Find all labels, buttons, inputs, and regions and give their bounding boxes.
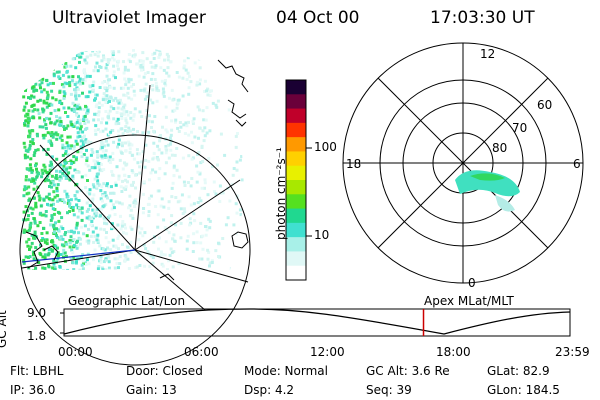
- polar-lat-70: 70: [512, 121, 528, 135]
- timeline-left-label: Geographic Lat/Lon: [68, 294, 186, 308]
- polar-lat-60: 60: [537, 98, 553, 112]
- polar-label-6: 6: [573, 157, 581, 171]
- timeline-y-tick-low: 1.8: [27, 329, 47, 343]
- time-label: 17:03:30 UT: [430, 8, 535, 28]
- geographic-grid: [19, 84, 251, 366]
- polar-lat-80: 80: [492, 141, 508, 155]
- glon-status: GLon: 184.5: [487, 383, 560, 397]
- door-status: Door: Closed: [126, 364, 203, 378]
- ip-status: IP: 36.0: [10, 383, 56, 397]
- polar-label-18: 18: [346, 157, 362, 171]
- coastlines: [25, 59, 249, 281]
- polar-label-0: 0: [468, 276, 476, 290]
- seq-status: Seq: 39: [366, 383, 412, 397]
- timeline-x-tick-1: 06:00: [184, 345, 219, 359]
- mode-status: Mode: Normal: [244, 364, 328, 378]
- timeline-y-tick-high: 9.0: [27, 306, 47, 320]
- timeline-x-tick-0: 00:00: [58, 345, 93, 359]
- instrument-title: Ultraviolet Imager: [52, 8, 206, 28]
- date-label: 04 Oct 00: [276, 8, 360, 28]
- timeline-x-tick-3: 18:00: [436, 345, 471, 359]
- polar-label-12: 12: [480, 47, 496, 61]
- dsp-status: Dsp: 4.2: [244, 383, 295, 397]
- colorbar-tick-100: 100: [314, 140, 337, 154]
- timeline-right-label: Apex MLat/MLT: [424, 294, 514, 308]
- colorbar-tick-10: 10: [314, 228, 330, 242]
- glat-status: GLat: 82.9: [487, 364, 550, 378]
- filter-status: Flt: LBHL: [10, 364, 64, 378]
- timeline-x-tick-4: 23:59: [555, 345, 590, 359]
- orbit-altitude-curve: [63, 308, 571, 335]
- timeline-x-tick-2: 12:00: [310, 345, 345, 359]
- gc-alt-status: GC Alt: 3.6 Re: [366, 364, 450, 378]
- terminator-line: [21, 249, 136, 263]
- polar-aurora: [455, 170, 520, 212]
- gain-status: Gain: 13: [126, 383, 177, 397]
